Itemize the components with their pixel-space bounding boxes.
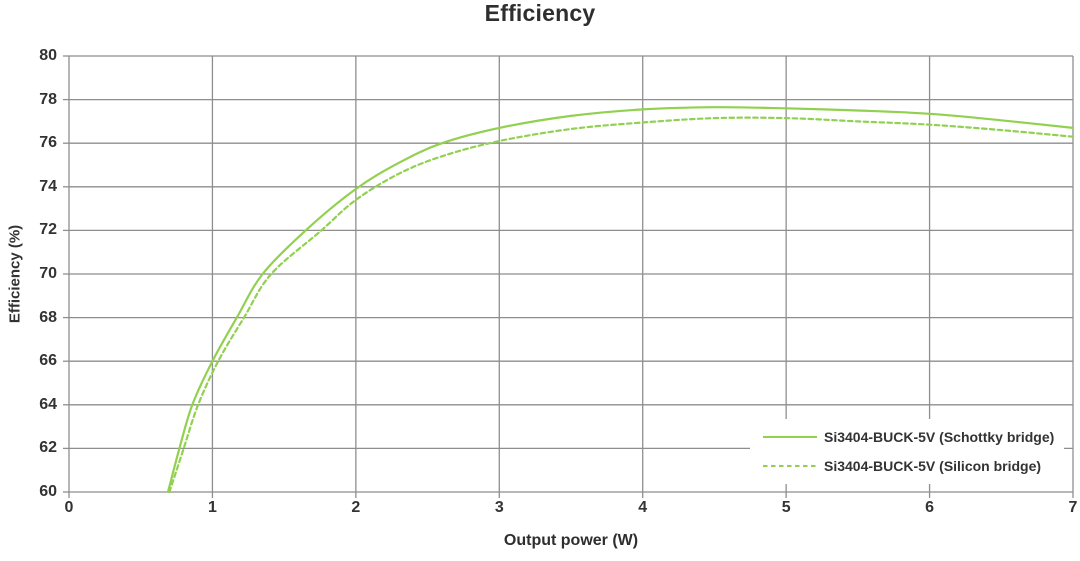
legend-item-silicon: Si3404-BUCK-5V (Silicon bridge)	[750, 458, 1064, 474]
y-tick-label: 64	[39, 395, 57, 413]
x-tick-label: 2	[351, 499, 361, 516]
y-tick-label: 72	[39, 221, 57, 239]
y-tick-label: 66	[39, 352, 57, 370]
y-tick-label: 70	[39, 265, 57, 282]
y-tick-label: 80	[39, 47, 57, 64]
x-tick-label: 4	[638, 499, 648, 516]
y-tick-label: 76	[39, 134, 57, 152]
x-axis-title: Output power (W)	[503, 532, 639, 549]
x-tick-label: 1	[207, 499, 217, 516]
chart-title: Efficiency	[484, 0, 596, 26]
legend: Si3404-BUCK-5V (Schottky bridge) Si3404-…	[750, 419, 1064, 484]
legend-label-silicon: Si3404-BUCK-5V (Silicon bridge)	[824, 458, 1042, 475]
legend-line-dashed-swatch	[763, 465, 817, 468]
legend-line-solid-swatch	[763, 435, 817, 438]
y-tick-label: 68	[39, 308, 57, 326]
x-tick-label: 5	[781, 499, 791, 516]
legend-label-schottky: Si3404-BUCK-5V (Schottky bridge)	[824, 428, 1055, 445]
x-tick-label: 3	[494, 499, 504, 516]
legend-item-schottky: Si3404-BUCK-5V (Schottky bridge)	[750, 429, 1064, 445]
y-tick-label: 60	[39, 483, 57, 500]
series-line-schottky	[166, 106, 1075, 494]
y-tick-label: 62	[39, 439, 57, 457]
series-line-silicon	[168, 116, 1075, 494]
x-tick-label: 0	[64, 499, 74, 516]
x-tick-label: 6	[925, 499, 935, 516]
x-tick-label: 7	[1068, 499, 1078, 516]
y-tick-label: 74	[39, 177, 57, 195]
y-tick-label: 78	[39, 90, 57, 108]
